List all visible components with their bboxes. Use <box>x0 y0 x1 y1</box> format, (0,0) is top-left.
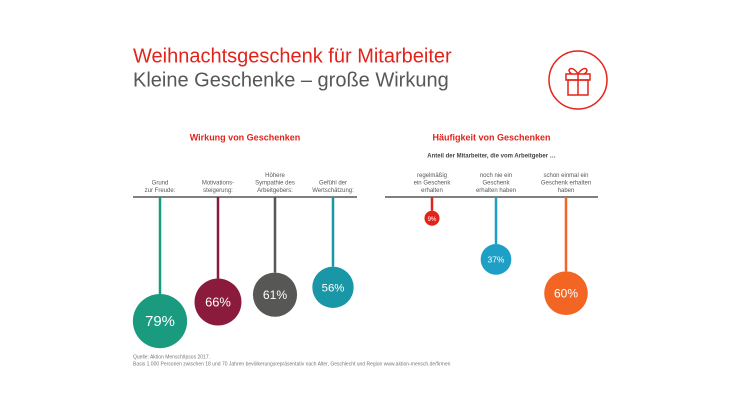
title: Weihnachtsgeschenk für Mitarbeiter <box>133 45 452 67</box>
value-label: 37% <box>488 255 505 265</box>
chart-subtitle: Anteil der Mitarbeiter, die vom Arbeitge… <box>427 154 555 160</box>
chart-title: Wirkung von Geschenken <box>190 132 300 142</box>
value-label: 79% <box>145 314 175 330</box>
value-label: 56% <box>322 282 345 294</box>
bauble <box>480 244 512 275</box>
bauble <box>194 278 242 326</box>
category-label: Gefühl der Wertschätzung: <box>312 180 354 194</box>
bauble <box>544 271 588 316</box>
source: Quelle: Aktion Mensch/Ipsos 2017. <box>133 354 210 360</box>
bauble <box>312 266 354 308</box>
value-label: 60% <box>554 286 578 300</box>
category-label: Motivations-steigerung: <box>202 180 234 194</box>
bauble <box>132 294 188 349</box>
category-label: Höhere Sympathie des Arbeitgebers: <box>255 173 295 194</box>
subtitle: Kleine Geschenke – große Wirkung <box>133 69 449 91</box>
bauble <box>424 210 440 226</box>
chart-title: Häufigkeit von Geschenken <box>432 132 550 142</box>
category-label: noch nie ein Geschenk erhalten haben <box>476 173 516 194</box>
category-label: regelmäßig ein Geschenk erhalten <box>414 173 452 194</box>
value-label: 66% <box>205 294 231 309</box>
category-label: schon einmal ein Geschenk erhalten haben <box>541 173 591 194</box>
gift-icon <box>548 50 608 110</box>
value-label: 9% <box>428 217 437 223</box>
value-label: 61% <box>263 288 287 302</box>
category-label: Grund zur Freude: <box>145 180 176 194</box>
source: Basis 1.000 Personen zwischen 18 und 70 … <box>133 361 451 367</box>
bauble <box>252 272 298 317</box>
